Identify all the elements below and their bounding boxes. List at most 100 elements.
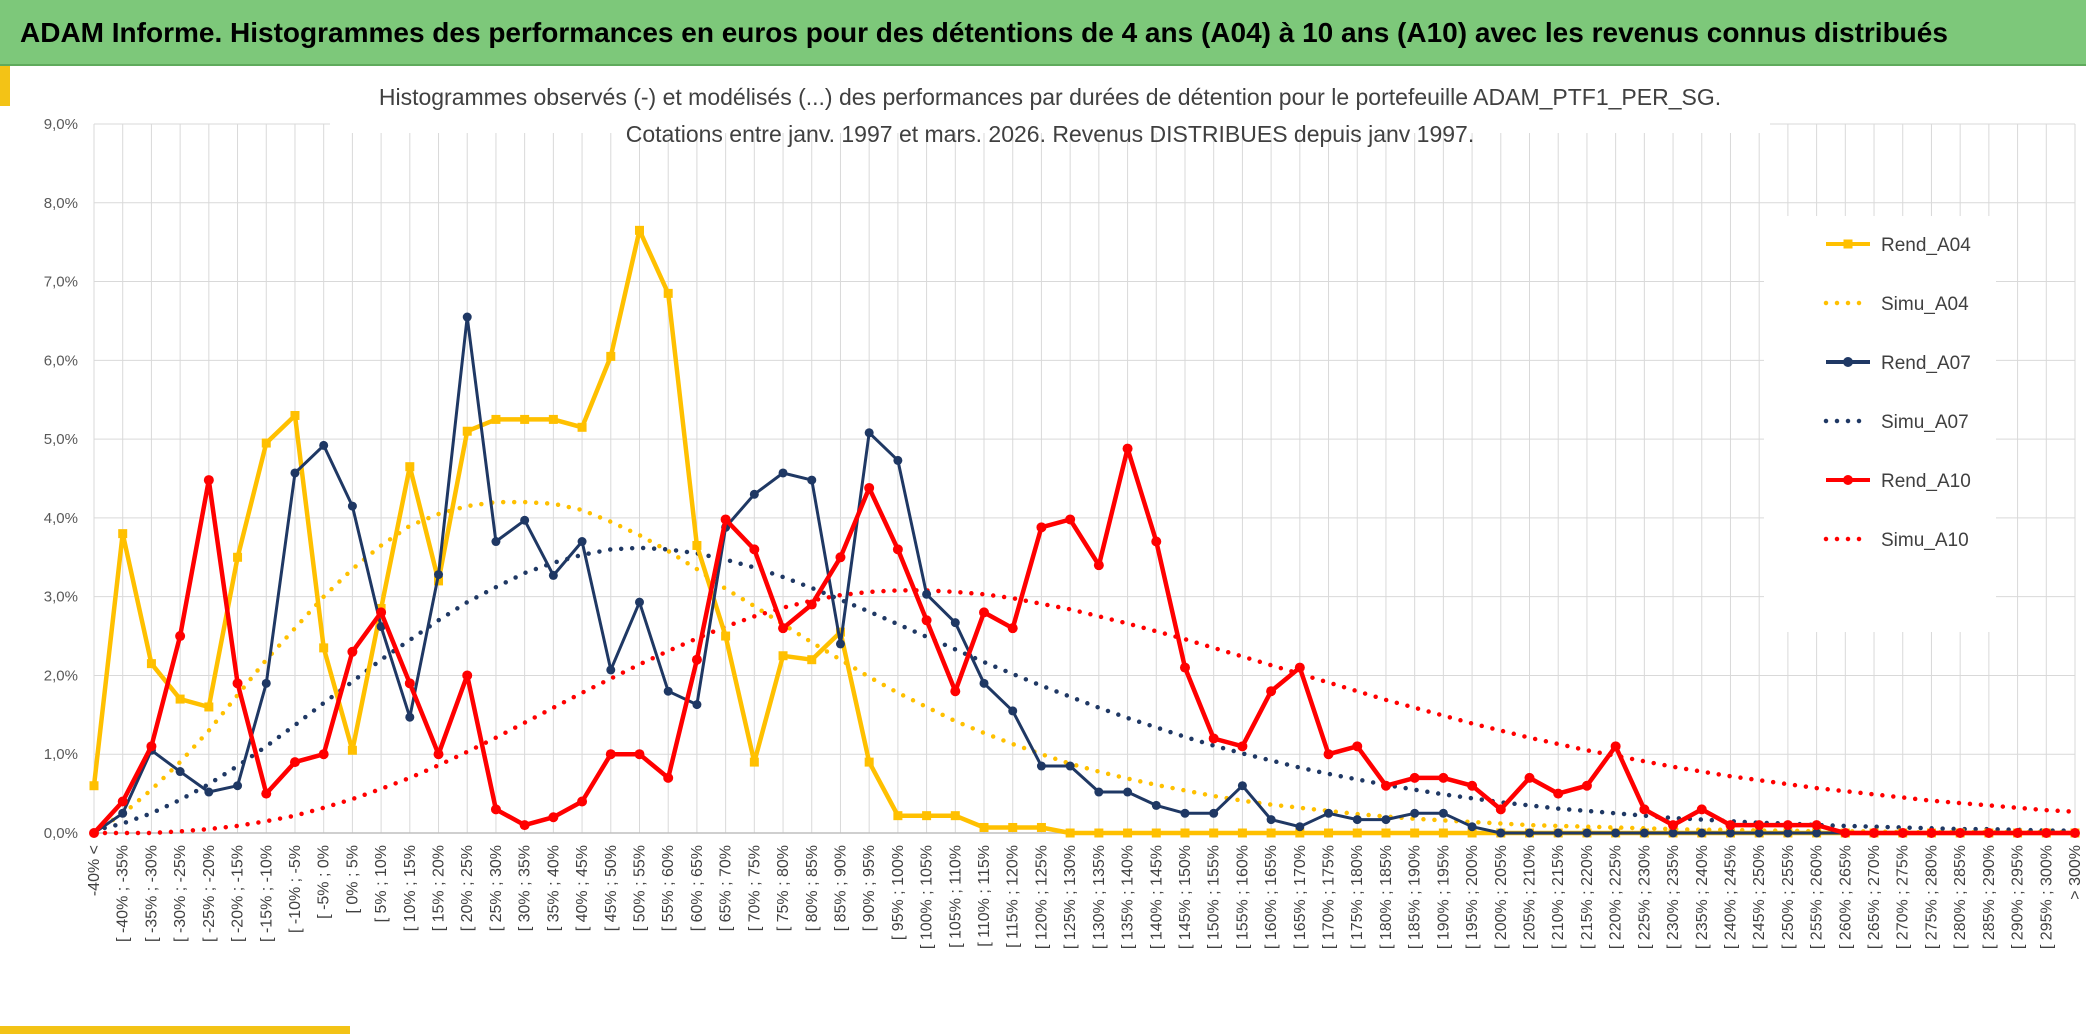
data-point bbox=[749, 489, 759, 499]
x-tick-label: [ -40% ; -35% bbox=[115, 845, 132, 942]
y-axis: 0,0% 1,0% 2,0% 3,0% 4,0% 5,0% 6,0% 7,0% 8,0% 9,0% bbox=[44, 116, 78, 842]
data-point bbox=[663, 288, 673, 298]
data-point bbox=[89, 828, 99, 838]
data-point bbox=[1525, 828, 1535, 838]
data-point bbox=[203, 475, 214, 486]
data-point bbox=[1036, 522, 1047, 533]
data-point bbox=[1123, 828, 1133, 838]
data-point bbox=[405, 462, 415, 472]
data-point bbox=[2070, 828, 2080, 838]
x-tick-label: [ 50% ; 55% bbox=[631, 845, 648, 931]
data-point bbox=[720, 514, 731, 525]
data-point bbox=[204, 702, 214, 712]
data-point bbox=[922, 811, 932, 821]
y-tick-label: 3,0% bbox=[44, 589, 78, 606]
title-backdrop bbox=[330, 69, 1770, 133]
data-point bbox=[1754, 820, 1765, 831]
data-point bbox=[835, 627, 845, 637]
data-point bbox=[1123, 787, 1133, 797]
data-point bbox=[692, 540, 702, 550]
data-point bbox=[1897, 828, 1908, 838]
x-tick-label: [ 230% ; 235% bbox=[1665, 845, 1682, 949]
x-tick-label: [ 145% ; 150% bbox=[1177, 845, 1194, 949]
data-point bbox=[634, 749, 645, 760]
data-point bbox=[634, 225, 644, 235]
chart-series bbox=[89, 225, 2080, 838]
x-tick-label: [ 235% ; 240% bbox=[1694, 845, 1711, 949]
x-tick-label: [ 85% ; 90% bbox=[832, 845, 849, 931]
data-point bbox=[376, 607, 387, 618]
data-point bbox=[691, 654, 702, 665]
data-point bbox=[893, 811, 903, 821]
data-point bbox=[1438, 828, 1448, 838]
data-point bbox=[663, 686, 673, 696]
legend-label: Rend_A07 bbox=[1881, 353, 1971, 374]
data-point bbox=[347, 745, 357, 755]
x-tick-label: [ 140% ; 145% bbox=[1148, 845, 1165, 949]
data-point bbox=[1725, 828, 1735, 838]
data-point bbox=[89, 781, 99, 791]
data-point bbox=[1495, 804, 1506, 815]
x-tick-label: [ 275% ; 280% bbox=[1923, 845, 1940, 949]
x-tick-label: [ 105% ; 110% bbox=[947, 845, 964, 948]
x-tick-label: [ 120% ; 125% bbox=[1033, 845, 1050, 949]
series-line-rend-a10 bbox=[92, 446, 2075, 836]
x-tick-label: [ 150% ; 155% bbox=[1206, 845, 1223, 949]
data-point bbox=[519, 820, 530, 831]
x-axis: -40% < [ -40% ; -35% [ -35% ; -30% [ -30% ;… bbox=[86, 845, 2084, 949]
data-point bbox=[433, 749, 444, 760]
data-point bbox=[1352, 741, 1363, 752]
x-tick-label: [ 165% ; 170% bbox=[1292, 845, 1309, 949]
data-point bbox=[233, 781, 243, 791]
data-point bbox=[1409, 772, 1420, 783]
data-point bbox=[490, 804, 501, 815]
data-point bbox=[1237, 828, 1247, 838]
data-point bbox=[1323, 749, 1334, 760]
x-tick-label: [ 220% ; 225% bbox=[1608, 845, 1625, 949]
data-point bbox=[1266, 828, 1276, 838]
data-point bbox=[749, 544, 760, 555]
series-line-simu-a07 bbox=[91, 545, 2078, 833]
x-tick-label: [ 185% ; 190% bbox=[1407, 845, 1424, 949]
data-point bbox=[404, 678, 415, 689]
x-tick-label: [ 130% ; 135% bbox=[1091, 845, 1108, 949]
data-point bbox=[1610, 741, 1621, 752]
data-point bbox=[118, 529, 128, 539]
legend-box bbox=[1764, 216, 1996, 632]
data-point bbox=[1410, 808, 1420, 818]
y-tick-label: 0,0% bbox=[44, 825, 78, 842]
data-point bbox=[175, 767, 185, 777]
legend-label: Rend_A10 bbox=[1881, 471, 1971, 492]
data-point bbox=[1007, 623, 1018, 634]
legend-label: Simu_A04 bbox=[1881, 294, 1969, 315]
data-point bbox=[1754, 828, 1764, 838]
data-point bbox=[548, 812, 559, 823]
data-point bbox=[319, 643, 329, 653]
y-tick-label: 7,0% bbox=[44, 274, 78, 291]
data-point bbox=[1783, 828, 1793, 838]
data-point bbox=[1324, 828, 1334, 838]
data-point bbox=[1553, 788, 1564, 799]
x-tick-label: [ 110% ; 115% bbox=[976, 845, 993, 947]
data-point bbox=[1611, 828, 1621, 838]
x-tick-label: [ 260% ; 265% bbox=[1837, 845, 1854, 949]
data-point bbox=[1209, 808, 1219, 818]
chart-subtitle: Cotations entre janv. 1997 et mars. 2026… bbox=[626, 121, 1474, 147]
data-point bbox=[835, 639, 845, 649]
data-point bbox=[1380, 780, 1391, 791]
data-point bbox=[1467, 822, 1477, 832]
data-point bbox=[1036, 761, 1046, 771]
x-tick-label: [ 70% ; 75% bbox=[746, 845, 763, 931]
data-point bbox=[261, 678, 271, 688]
data-point bbox=[175, 694, 185, 704]
x-tick-label: [ 90% ; 95% bbox=[861, 845, 878, 931]
data-point bbox=[175, 631, 186, 642]
data-point bbox=[950, 618, 960, 628]
y-tick-label: 9,0% bbox=[44, 116, 78, 133]
data-point bbox=[634, 597, 644, 607]
x-tick-label: [ -25% ; -20% bbox=[201, 845, 218, 942]
data-point bbox=[1036, 822, 1046, 832]
data-point bbox=[1352, 828, 1362, 838]
x-tick-label: [ 215% ; 220% bbox=[1579, 845, 1596, 949]
x-tick-label: [ 295% ; 300% bbox=[2038, 845, 2055, 949]
